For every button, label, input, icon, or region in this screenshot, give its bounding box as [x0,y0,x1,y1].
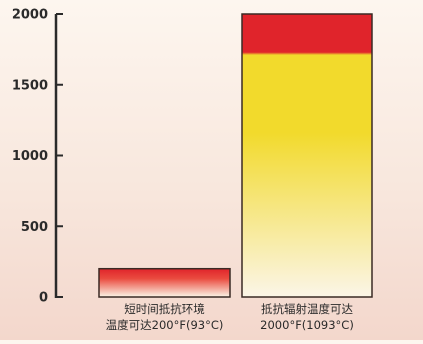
y-tick-label-1500: 1500 [12,78,48,93]
y-tick-label-500: 500 [21,220,48,235]
x-category-label-2: 抵抗辐射温度可达 2000°F(1093°C) [260,302,354,332]
y-tick-label-2000: 2000 [12,8,48,23]
y-tick-label-0: 0 [39,291,48,306]
bar-2 [241,13,373,298]
bar-1 [98,267,231,298]
x-category-label-1: 短时间抵抗环境温度可达200°F(93°C) [106,302,224,332]
y-tick-label-1000: 1000 [12,149,48,164]
